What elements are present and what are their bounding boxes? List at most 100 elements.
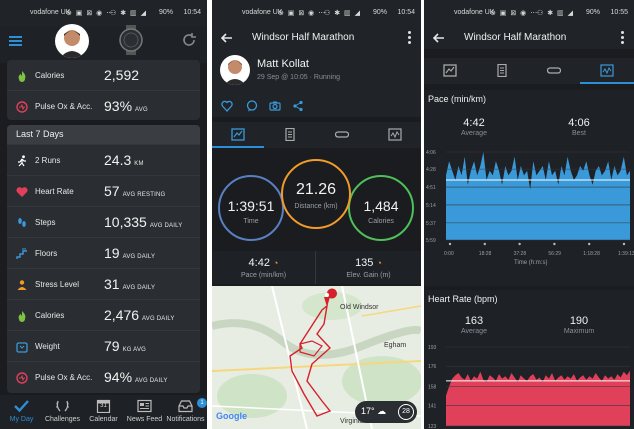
nav-label: My Day [9,416,34,423]
row-value: 24.3 KM [104,152,144,168]
pace-x-tick-mark [448,242,452,246]
activity-tabs [212,122,421,148]
menu-icon[interactable] [9,36,22,47]
stat-row-calories[interactable]: Calories 2,476 AVG DAILY [7,299,200,330]
stat-row-stress-level[interactable]: Stress Level 31 AVG DAILY [7,268,200,299]
stat-row-weight[interactable]: Weight 79 KG AVG [7,330,200,361]
row-pulse-ox[interactable]: Pulse Ox & Acc. 93% AVG [7,90,200,120]
row-value: 10,335 AVG DAILY [104,214,183,230]
tab-laps[interactable] [528,58,580,84]
time-value: 1:39:51 [227,198,275,214]
tab-overview[interactable] [212,122,264,148]
clock-label: 10:55 [610,9,628,16]
news-icon [137,399,152,413]
weather-chip[interactable]: 17° ☁ 28 [355,401,417,423]
summary-rings: 1:39:51 Time 1,484 Calories 21.26 Distan… [212,151,421,247]
tab-details[interactable] [476,58,528,84]
pulse-ox-icon [16,371,28,384]
comment-icon[interactable] [246,99,258,112]
pace-x-tick-mark [588,242,591,246]
row-calories[interactable]: Calories 2,592 [7,60,200,90]
calories-ring[interactable]: 1,484 Calories [348,175,414,241]
stat-row-steps[interactable]: Steps 10,335 AVG DAILY [7,206,200,237]
heart-rate-chart[interactable]: 193 176 158 141 123 [424,344,634,429]
back-arrow-icon[interactable] [432,31,446,45]
tab-stats[interactable] [368,122,421,148]
nav-calendar[interactable]: 31 Calendar [83,395,124,429]
my-day-panel: vodafone UK ⊕ ▣ ⊠ ◉ ⋯ ⚇ ✱ ▥ ◢ 90% 10:54 … [0,0,207,429]
pace-y-tick: 5:14 [426,203,436,209]
pace-x-tick-mark [553,242,556,246]
nav-label: News Feed [126,416,163,423]
route-map[interactable]: Old Windsor Egham Virginia Water Google … [212,286,421,429]
back-arrow-icon[interactable] [220,31,234,45]
distance-ring[interactable]: 21.26 Distance (km) [281,159,351,229]
more-options-icon[interactable] [408,31,412,45]
calendar-day: 31 [100,403,107,409]
share-icon[interactable] [292,99,304,112]
tab-stats[interactable] [580,58,634,84]
distance-value: 21.26 [295,181,337,198]
more-options-icon[interactable] [621,31,625,45]
watch-icon[interactable] [118,25,144,55]
tab-overview[interactable] [424,58,476,84]
camera-icon[interactable] [269,99,281,111]
tab-laps[interactable] [316,122,368,148]
profile-avatar[interactable] [55,24,89,58]
pace-x-tick: 0:00 [444,251,454,257]
pace-x-tick: 37:28 [514,251,527,257]
pace-x-tick: 1:18:28 [583,251,600,257]
social-actions [212,93,421,117]
weather-number: 28 [398,404,414,420]
activity-title: Windsor Half Marathon [464,32,567,43]
nav-my-day[interactable]: My Day [1,395,42,429]
pace-y-tick: 5:37 [426,221,436,227]
stat-row-floors[interactable]: Floors 19 AVG DAILY [7,237,200,268]
activity-title: Windsor Half Marathon [252,32,355,43]
hr-max-value: 190 [569,315,589,327]
row-value: 19 AVG DAILY [104,245,156,261]
heart-icon [16,185,28,197]
hr-y-tick: 141 [428,404,437,410]
app-bar: Windsor Half Marathon [212,27,421,49]
stat-row-2-runs[interactable]: 2 Runs 24.3 KM [7,144,200,175]
laps-icon [334,128,350,141]
pace-chart[interactable]: 4:06 4:28 4:51 5:14 5:37 5:59 0:00 18:28 37:28 56… [424,148,634,278]
section-title: Last 7 Days [16,129,64,139]
pace-x-tick: 1:39:13 [618,251,634,257]
status-icons: ⊕ ▣ ⊠ ◉ ⋯ [278,10,327,17]
time-ring[interactable]: 1:39:51 Time [218,175,284,241]
sync-icon[interactable] [180,31,198,49]
heart-rate-area [446,370,630,426]
elevation-stat[interactable]: 135 ◔ Elev. Gain (m) [316,251,421,284]
map-canvas [212,286,421,429]
row-label: Heart Rate [35,187,74,196]
avatar[interactable] [220,55,250,85]
tab-details[interactable] [264,122,316,148]
scale-icon [16,340,28,353]
today-card: Calories 2,592 Pulse Ox & Acc. 93% AVG [7,60,200,120]
pace-y-tick: 5:59 [426,238,436,244]
app-bar: Windsor Half Marathon [424,27,634,49]
row-value: 31 AVG DAILY [104,276,156,292]
overview-icon [443,64,457,77]
hr-max: 190 Maximum [549,315,609,335]
check-icon [14,399,29,413]
chart-icon [600,64,614,77]
like-icon[interactable] [221,99,233,112]
bottom-nav: My Day Challenges 31 Calendar News Feed Notif… [0,395,207,429]
pace-x-tick-mark [483,242,486,246]
laurel-icon [55,399,70,413]
stat-row-heart-rate[interactable]: Heart Rate 57 AVG RESTING [7,175,200,206]
pace-stat[interactable]: 4:42 ◔ Pace (min/km) [212,251,316,284]
carrier-label: vodafone UK [242,9,283,16]
pulse-ox-icon [16,100,28,113]
row-label: Calories [35,311,65,320]
clock-label: 10:54 [397,9,415,16]
chart-icon [387,128,402,141]
row-value: 79 KG AVG [104,338,147,354]
nav-news-feed[interactable]: News Feed [124,395,165,429]
stat-row-pulse-ox-acc-[interactable]: Pulse Ox & Acc. 94% AVG DAILY [7,361,200,392]
nav-challenges[interactable]: Challenges [42,395,83,429]
nav-notifications[interactable]: Notifications 1 [165,395,207,429]
